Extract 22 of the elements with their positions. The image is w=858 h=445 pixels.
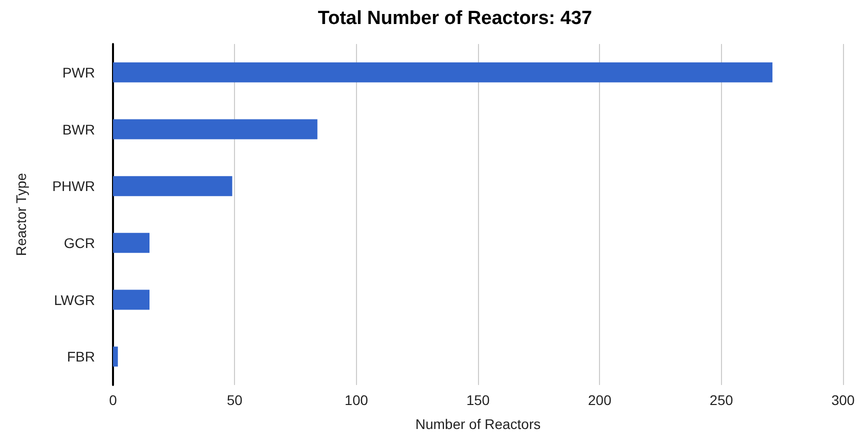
bar (113, 290, 150, 310)
x-tick-label: 0 (109, 392, 118, 408)
y-axis-title: Reactor Type (13, 172, 29, 256)
y-tick-label: GCR (64, 234, 95, 251)
x-tick-label: 150 (466, 392, 490, 408)
y-tick-label: LWGR (54, 292, 95, 308)
x-tick-label: 300 (831, 392, 855, 408)
bar (113, 119, 318, 140)
bar (113, 346, 118, 367)
x-tick-label: 50 (226, 392, 243, 408)
x-tick-label: 100 (344, 392, 368, 408)
bar (113, 232, 150, 253)
y-tick-label: PHWR (52, 178, 95, 194)
x-axis-title: Number of Reactors (415, 416, 541, 432)
bar (113, 176, 232, 196)
bar (113, 62, 772, 82)
chart-title: Total Number of Reactors: 437 (318, 8, 592, 29)
x-tick-label: 200 (588, 392, 612, 408)
y-tick-label: PWR (62, 64, 95, 80)
y-tick-label: BWR (62, 121, 95, 138)
x-tick-label: 250 (710, 392, 734, 408)
y-tick-label: FBR (67, 348, 95, 365)
